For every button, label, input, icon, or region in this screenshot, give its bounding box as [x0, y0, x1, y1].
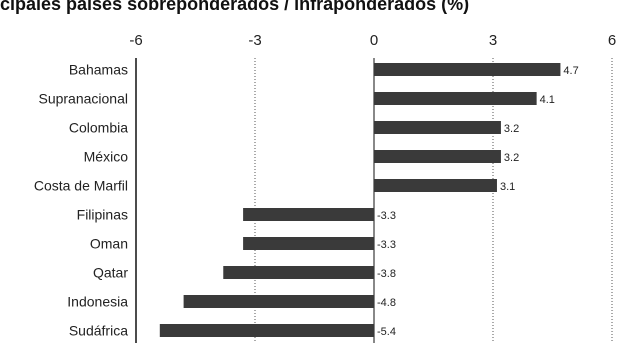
data-label: -3.3: [377, 239, 396, 251]
x-tick-label: 6: [608, 32, 616, 49]
category-label: Bahamas: [69, 62, 128, 78]
bar: [374, 92, 537, 105]
data-label: -5.4: [377, 326, 396, 338]
bar: [374, 179, 497, 192]
x-tick-label: -3: [248, 32, 261, 49]
bar: [374, 121, 501, 134]
category-label: México: [84, 149, 129, 165]
category-label: Oman: [90, 236, 128, 252]
data-label: 3.1: [500, 181, 515, 193]
bar: [183, 295, 374, 308]
x-tick-label: -6: [129, 32, 142, 49]
x-tick-label: 0: [370, 32, 378, 49]
x-tick-label: 3: [489, 32, 497, 49]
bar: [243, 237, 374, 250]
data-label: 3.2: [504, 152, 519, 164]
category-label: Filipinas: [77, 207, 128, 223]
bars: [159, 63, 561, 337]
bar: [243, 208, 374, 221]
data-label: -3.3: [377, 210, 396, 222]
category-label: Indonesia: [67, 294, 128, 310]
data-labels: 4.7 4.1 3.2 3.2 3.1 -3.3 -3.3 -3.8 -4.8 -5.4: [377, 65, 579, 338]
data-label: 4.1: [540, 94, 555, 106]
category-label: Costa de Marfil: [34, 178, 128, 194]
category-label: Sudáfrica: [69, 323, 128, 339]
bar: [374, 63, 561, 76]
category-label: Qatar: [93, 265, 128, 281]
chart-title: cipales países sobreponderados / infrapo…: [0, 0, 470, 14]
category-labels: Bahamas Supranacional Colombia México Costa …: [34, 62, 128, 339]
data-label: 3.2: [504, 123, 519, 135]
x-tick-labels: -6 -3 0 3 6: [129, 32, 616, 49]
category-label: Colombia: [69, 120, 128, 136]
data-label: 4.7: [563, 65, 578, 77]
data-label: -3.8: [377, 268, 396, 280]
bar: [159, 324, 374, 337]
category-label: Supranacional: [38, 91, 128, 107]
bar: [223, 266, 374, 279]
bar: [374, 150, 501, 163]
data-label: -4.8: [377, 297, 396, 309]
